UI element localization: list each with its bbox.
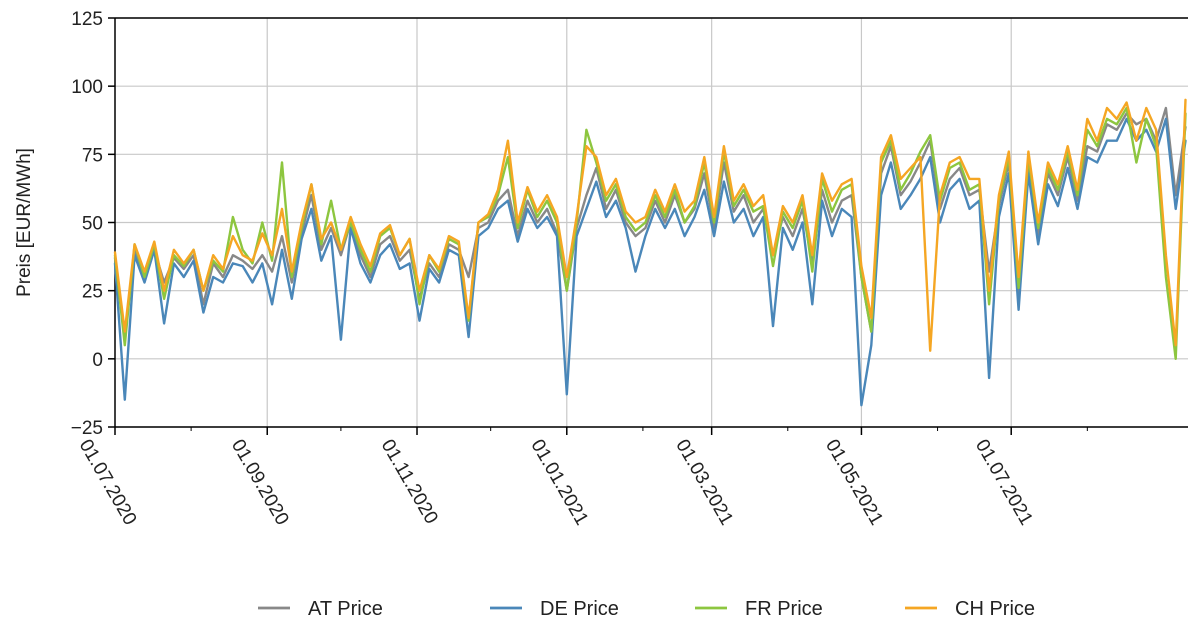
y-tick-label: 25 [82,282,103,303]
y-tick-label: 75 [82,145,103,166]
legend-item: DE Price [490,598,619,620]
legend-item: AT Price [258,598,383,620]
tick-labels: −25 0 25 50 75 100 125 01.07.2020 01.09.2020 01.1… [71,9,1037,529]
y-tick-label: 0 [92,350,103,371]
x-tick-label: 01.07.2020 [75,436,141,529]
legend-item: FR Price [695,598,823,620]
x-tick-label: 01.09.2020 [227,436,293,529]
legend-label: FR Price [745,598,823,620]
legend-label: AT Price [308,598,383,620]
x-tick-label: 01.03.2021 [671,436,737,529]
y-tick-label: −25 [71,418,103,439]
legend-label: DE Price [540,598,619,620]
y-axis-label: Preis [EUR/MWh] [14,148,35,297]
legend-item: CH Price [905,598,1035,620]
x-tick-label: 01.07.2021 [971,436,1037,529]
y-tick-label: 100 [71,77,103,98]
x-tick-label: 01.01.2021 [526,436,592,529]
legend-label: CH Price [955,598,1035,620]
x-tick-label: 01.11.2020 [377,436,442,528]
x-tick-label: 01.05.2021 [821,436,887,529]
y-tick-label: 50 [82,214,103,235]
y-tick-label: 125 [71,9,103,30]
legend: AT Price DE Price FR Price CH Price [258,598,1035,620]
